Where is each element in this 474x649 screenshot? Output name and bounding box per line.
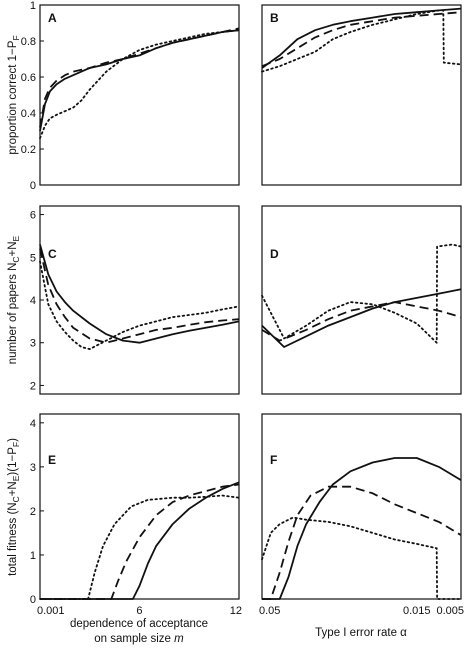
panel-f-series-dotted	[261, 516, 462, 600]
panel-b-series-solid	[261, 7, 462, 69]
xlabel-type-i-error-rate: Type I error rate α	[315, 627, 407, 639]
panel-a-series-dashed	[39, 27, 240, 128]
panel-f: F 0.05 0.015 0.005	[259, 413, 464, 617]
panel-c: C 2 3 4 5 6	[30, 205, 240, 395]
ylabel-total-fitness: total fitness (NC+NE)(1−PF)	[7, 438, 21, 576]
panel-c-ytick-label: 2	[30, 380, 36, 392]
xlabel-dependence-line2: on sample size m	[94, 633, 184, 645]
panel-c-ytick-label: 6	[30, 210, 36, 222]
panel-a: A 0 0.2 0.4 0.6 0.8 1	[21, 0, 240, 192]
panel-d-series-dashed	[261, 301, 462, 342]
panel-e-xtick-label: 12	[230, 605, 242, 617]
panel-f-xtick-label: 0.05	[259, 605, 280, 617]
panel-d-letter: D	[270, 247, 279, 261]
panel-e-frame	[39, 413, 240, 600]
panel-b-letter: B	[270, 11, 279, 25]
panel-e-ytick-label: 1	[30, 550, 36, 562]
panel-a-frame	[39, 4, 240, 186]
panel-b: B	[261, 4, 462, 186]
panel-c-series-dashed	[39, 248, 240, 344]
panel-e-series-dashed	[40, 483, 240, 600]
panel-f-xtick-label: 0.015	[403, 605, 431, 617]
ylabel-proportion-correct: proportion correct 1−PF	[7, 35, 21, 154]
panel-a-ytick-label: 1	[30, 0, 36, 12]
panel-c-series-dotted	[39, 260, 240, 350]
ylabel-number-of-papers: number of papers NC+NE	[7, 235, 21, 364]
panel-a-series-solid	[39, 29, 240, 132]
panel-e-ytick-label: 2	[30, 506, 36, 518]
panel-b-series-dotted	[261, 9, 462, 73]
panel-e-ytick-label: 3	[30, 462, 36, 474]
panel-d-series-solid	[261, 288, 462, 348]
panel-d-series-dotted	[261, 243, 462, 344]
panel-a-ytick-label: 0	[30, 180, 36, 192]
panel-a-ytick-label: 0.4	[21, 108, 36, 120]
panel-a-ytick-label: 0.8	[21, 36, 36, 48]
panel-c-frame	[39, 205, 240, 395]
panel-a-ytick-label: 0.6	[21, 72, 36, 84]
panel-d-frame	[261, 205, 462, 395]
panel-e-letter: E	[48, 453, 56, 467]
panel-f-letter: F	[270, 453, 277, 467]
panel-c-ytick-label: 3	[30, 338, 36, 350]
panel-f-frame	[261, 413, 462, 600]
panel-e-ytick-label: 0	[30, 594, 36, 606]
panel-e-series-solid	[40, 481, 240, 600]
panel-a-letter: A	[48, 11, 57, 25]
panel-c-ytick-label: 5	[30, 252, 36, 264]
panel-e-ytick-label: 4	[30, 418, 36, 430]
panel-b-frame	[261, 4, 462, 186]
panel-c-letter: C	[48, 247, 57, 261]
xlabel-dependence-line1: dependence of acceptance	[70, 618, 208, 630]
panel-b-series-dashed	[261, 11, 462, 68]
panel-e-xtick-label: 0.001	[37, 605, 65, 617]
panel-f-series-solid	[262, 457, 462, 600]
panel-c-series-solid	[39, 244, 240, 344]
panel-f-xtick-label: 0.005	[436, 605, 464, 617]
panel-e-series-dotted	[39, 494, 240, 600]
panel-c-ytick-label: 4	[30, 295, 36, 307]
panel-d: D	[261, 205, 462, 395]
panel-a-series-dotted	[39, 29, 240, 140]
panel-a-ytick-label: 0.2	[21, 144, 36, 156]
panel-f-series-dashed	[262, 485, 462, 600]
panel-e-xtick-label: 6	[136, 605, 142, 617]
